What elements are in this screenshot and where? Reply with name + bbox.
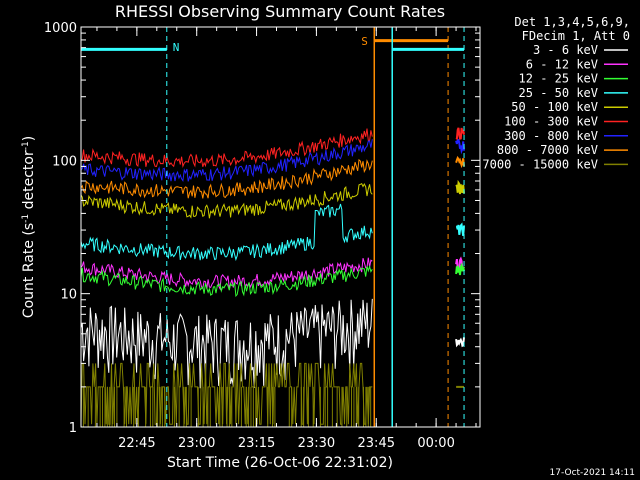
legend-label: 50 - 100 keV — [511, 100, 598, 114]
legend-label: 100 - 300 keV — [504, 115, 598, 129]
series-line-tail — [455, 222, 465, 237]
series-line — [81, 298, 373, 389]
saa-flag-label: S — [361, 35, 368, 48]
y-tick-label: 1 — [69, 421, 77, 436]
legend-header-line-2: FDecim 1, Att 0 — [522, 29, 630, 43]
series-line — [81, 203, 373, 262]
legend-label: 800 - 7000 keV — [497, 143, 598, 157]
series-line — [81, 264, 373, 298]
night-flag-label: N — [173, 41, 180, 54]
series-line — [81, 257, 373, 291]
y-axis-label: Count Rate (s-1 detector-1) — [21, 136, 37, 318]
series-line — [81, 183, 373, 219]
series-line — [81, 139, 373, 183]
y-tick-label: 1000 — [44, 21, 77, 36]
legend-label: 300 - 800 keV — [504, 129, 598, 143]
legend-header-line-1: Det 1,3,4,5,6,9, — [514, 15, 630, 29]
plot-frame — [80, 26, 481, 428]
legend-label: 12 - 25 keV — [519, 72, 598, 86]
x-tick-label: 22:45 — [118, 436, 155, 451]
x-tick-label: 23:15 — [238, 436, 275, 451]
series-line — [81, 158, 373, 199]
legend: Det 1,3,4,5,6,9, FDecim 1, Att 0 3 - 6 k… — [482, 15, 630, 171]
x-tick-label: 00:00 — [417, 436, 454, 451]
axis-layer: 1 10 100 1000 22:45 23:00 23:15 23:30 23:45 00:00 — [44, 21, 480, 451]
series-layer — [81, 127, 465, 427]
x-tick-label: 23:45 — [358, 436, 395, 451]
series-line-tail — [455, 155, 465, 169]
x-tick-label: 23:30 — [298, 436, 335, 451]
legend-label: 7000 - 15000 keV — [482, 157, 598, 171]
series-line-tail — [455, 179, 465, 195]
series-line-tail — [455, 127, 465, 141]
chart-title: RHESSI Observing Summary Count Rates — [115, 2, 445, 21]
footer-timestamp: 17-Oct-2021 14:11 — [550, 468, 635, 478]
legend-label: 3 - 6 keV — [533, 43, 598, 57]
x-axis-label: Start Time (26-Oct-06 22:31:02) — [167, 455, 393, 471]
x-tick-label: 23:00 — [178, 436, 215, 451]
y-tick-label: 10 — [60, 288, 77, 303]
series-line-tail — [455, 138, 465, 155]
legend-label: 6 - 12 keV — [526, 57, 598, 71]
series-line-tail — [455, 262, 465, 276]
series-line-tail — [455, 337, 465, 348]
y-tick-label: 100 — [52, 154, 77, 169]
legend-label: 25 - 50 keV — [519, 86, 598, 100]
series-line — [81, 128, 373, 169]
